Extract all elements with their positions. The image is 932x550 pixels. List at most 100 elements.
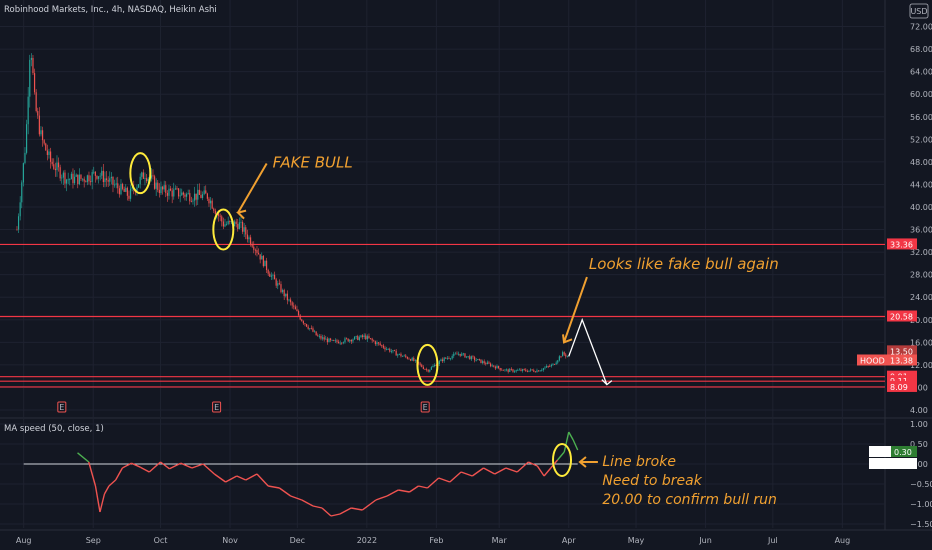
candle-body	[209, 200, 212, 204]
candle-body	[205, 190, 207, 194]
candle-body	[480, 359, 482, 363]
candle-body	[161, 186, 164, 190]
candle-body	[206, 193, 208, 199]
candle-body	[275, 279, 277, 286]
candle-body	[360, 335, 362, 338]
candle-body	[129, 188, 132, 199]
indicator-segment	[386, 489, 399, 497]
indicator-value-tag-bg	[891, 458, 917, 469]
candle-body	[145, 178, 148, 182]
candle-body	[73, 176, 76, 184]
candle-body	[80, 174, 82, 179]
candle-body	[152, 175, 154, 177]
candle-body	[491, 365, 493, 367]
candle-body	[237, 223, 239, 229]
candle-body	[256, 249, 258, 253]
time-tick-label: Nov	[222, 536, 238, 545]
indicator-value-tag: 0.30	[894, 448, 912, 457]
candle-body	[117, 183, 119, 189]
indicator-segment	[351, 507, 363, 511]
candle-body	[54, 168, 56, 171]
candle-body	[393, 350, 396, 352]
candle-body	[467, 356, 469, 358]
candle-body	[469, 356, 471, 360]
candle-body	[166, 193, 168, 196]
indicator-tick-label: −1.00	[910, 500, 932, 509]
candle-body	[97, 176, 100, 179]
indicator-segment	[572, 439, 579, 451]
indicator-legend-label: Plot	[871, 460, 886, 469]
candle-body	[83, 178, 85, 182]
candle-body	[323, 337, 325, 340]
indicator-segment	[148, 461, 161, 473]
candle-body	[478, 359, 480, 360]
candle-body	[72, 173, 74, 184]
candle-body	[177, 188, 180, 197]
candle-body	[182, 192, 184, 195]
candle-body	[325, 338, 327, 340]
candle-body	[504, 369, 506, 371]
candle-body	[64, 172, 66, 184]
annotation-arrowhead	[236, 209, 247, 220]
candle-body	[507, 369, 509, 372]
candle-body	[51, 161, 53, 165]
candle-body	[61, 177, 63, 179]
level-price-tag-bg	[887, 310, 917, 322]
price-tick-label: 60.00	[910, 90, 932, 99]
candle-body	[397, 354, 399, 356]
candle-body	[233, 221, 236, 227]
indicator-segment	[131, 462, 141, 468]
candle-body	[299, 315, 301, 320]
last-price-tag-bg	[887, 345, 917, 357]
candle-body	[184, 194, 186, 197]
candle-body	[560, 356, 562, 358]
indicator-segment	[245, 473, 258, 481]
candle-body	[304, 323, 306, 325]
indicator-segment	[180, 462, 193, 469]
candle-body	[496, 365, 498, 369]
candle-body	[40, 130, 42, 135]
candle-body	[160, 186, 162, 193]
candle-body	[200, 194, 202, 198]
candle-body	[81, 178, 84, 180]
earnings-marker-label: E	[423, 403, 428, 412]
chart-title: Robinhood Markets, Inc., 4h, NASDAQ, Hei…	[4, 5, 217, 15]
indicator-segment	[398, 489, 410, 493]
indicator-segment	[528, 461, 538, 467]
candle-body	[62, 172, 64, 178]
candle-body	[264, 260, 266, 267]
candle-body	[139, 176, 141, 185]
candle-body	[105, 178, 108, 181]
price-axis[interactable]: 4.00 8.00 12.00 16.00 20.00 24.00 28.00 32.00 36…	[910, 23, 932, 529]
candle-body	[30, 57, 32, 60]
candle-body	[533, 370, 535, 372]
candle-body	[253, 246, 255, 250]
earnings-marker[interactable]	[212, 401, 222, 413]
indicator-segment	[516, 461, 529, 473]
candle-body	[389, 348, 391, 352]
price-tick-label: 56.00	[910, 113, 932, 122]
candle-body	[488, 362, 490, 364]
candle-body	[203, 190, 205, 195]
candle-body	[99, 175, 101, 177]
candle-body	[395, 350, 397, 356]
candle-body	[390, 351, 392, 353]
time-tick-label: 2022	[357, 536, 377, 545]
indicator-legend-label-bg	[869, 446, 891, 457]
currency-badge[interactable]	[909, 3, 929, 19]
time-axis[interactable]: Aug Sep Oct Nov Dec 2022 Feb Mar Apr May Jun Jul Aug	[16, 536, 850, 545]
candle-body	[513, 371, 516, 373]
candle-body	[405, 355, 407, 357]
candle-body	[353, 336, 356, 340]
candle-body	[65, 179, 68, 184]
candle-body	[517, 369, 519, 371]
earnings-marker[interactable]	[420, 401, 430, 413]
earnings-marker[interactable]	[57, 401, 67, 413]
time-tick-label: Aug	[835, 536, 851, 545]
candle-body	[179, 195, 181, 197]
candle-body	[424, 368, 426, 370]
indicator-segment	[483, 467, 496, 475]
candle-body	[277, 283, 279, 286]
